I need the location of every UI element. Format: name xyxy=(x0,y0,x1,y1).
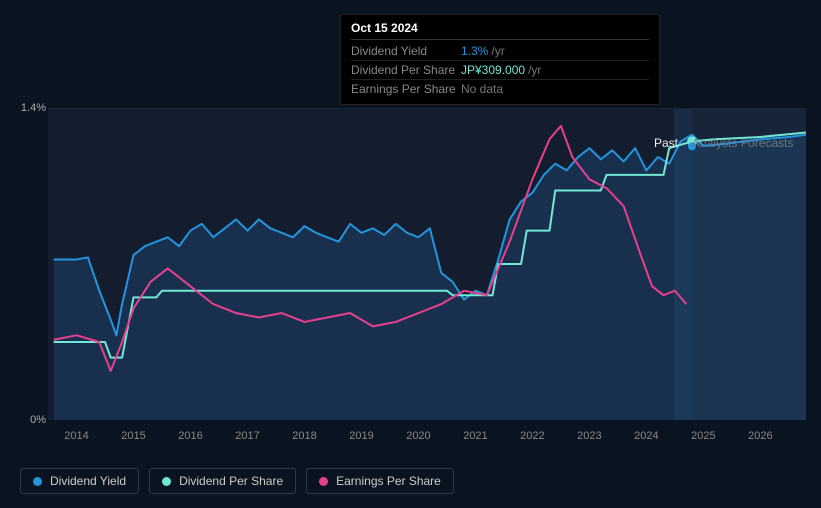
x-axis-tick: 2014 xyxy=(64,430,88,442)
legend-item-earnings-per-share[interactable]: Earnings Per Share xyxy=(306,468,454,494)
legend-label: Earnings Per Share xyxy=(336,474,441,488)
legend-label: Dividend Per Share xyxy=(179,474,283,488)
tooltip-row: Dividend Yield 1.3% /yr xyxy=(351,42,649,61)
x-axis-tick: 2017 xyxy=(235,430,259,442)
label-forecast: Analysts Forecasts xyxy=(692,136,793,150)
x-axis-tick: 2019 xyxy=(349,430,373,442)
chart-area[interactable]: Past Analysts Forecasts 0%1.4%2014201520… xyxy=(16,108,806,448)
x-axis-tick: 2020 xyxy=(406,430,430,442)
x-axis-tick: 2024 xyxy=(634,430,658,442)
x-axis-tick: 2015 xyxy=(121,430,145,442)
x-axis-tick: 2016 xyxy=(178,430,202,442)
legend-item-dividend-yield[interactable]: Dividend Yield xyxy=(20,468,139,494)
tooltip-label: Dividend Per Share xyxy=(351,63,461,77)
legend-dot-icon xyxy=(33,477,42,486)
x-axis-tick: 2022 xyxy=(520,430,544,442)
x-axis-tick: 2025 xyxy=(691,430,715,442)
tooltip-label: Earnings Per Share xyxy=(351,82,461,96)
x-axis-tick: 2023 xyxy=(577,430,601,442)
tooltip-value: 1.3% xyxy=(461,44,488,58)
x-axis-tick: 2026 xyxy=(748,430,772,442)
tooltip-value: JP¥309.000 xyxy=(461,63,525,77)
x-axis-tick: 2021 xyxy=(463,430,487,442)
chart-legend: Dividend Yield Dividend Per Share Earnin… xyxy=(20,468,454,494)
legend-dot-icon xyxy=(162,477,171,486)
x-axis-tick: 2018 xyxy=(292,430,316,442)
label-past: Past xyxy=(654,136,678,150)
legend-dot-icon xyxy=(319,477,328,486)
tooltip-row: Dividend Per Share JP¥309.000 /yr xyxy=(351,61,649,80)
tooltip-value: No data xyxy=(461,82,503,96)
tooltip-label: Dividend Yield xyxy=(351,44,461,58)
legend-item-dividend-per-share[interactable]: Dividend Per Share xyxy=(149,468,296,494)
chart-tooltip: Oct 15 2024 Dividend Yield 1.3% /yr Divi… xyxy=(340,14,660,105)
line-chart-svg xyxy=(48,108,806,420)
period-labels: Past Analysts Forecasts xyxy=(654,136,793,150)
legend-label: Dividend Yield xyxy=(50,474,126,488)
tooltip-row: Earnings Per Share No data xyxy=(351,80,649,98)
tooltip-unit: /yr xyxy=(528,63,541,77)
tooltip-unit: /yr xyxy=(491,44,504,58)
y-axis-tick: 1.4% xyxy=(16,102,46,114)
y-axis-tick: 0% xyxy=(16,414,46,426)
tooltip-date: Oct 15 2024 xyxy=(351,21,649,40)
